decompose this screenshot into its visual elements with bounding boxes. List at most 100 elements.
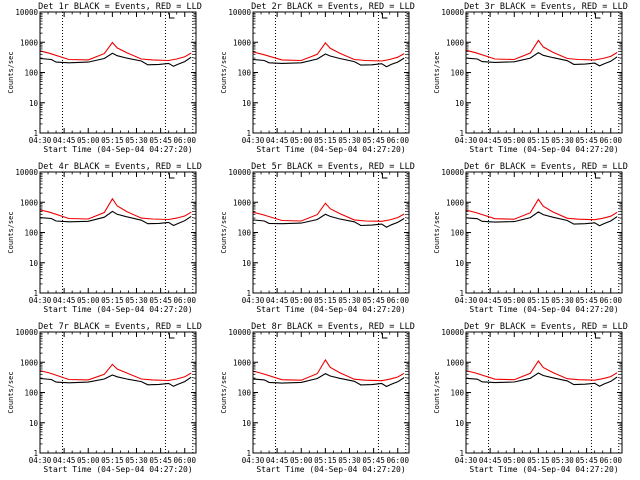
x-tick-label: 05:15	[527, 296, 550, 305]
x-tick-label: 04:30	[242, 136, 265, 145]
y-tick-label: 1000	[233, 358, 252, 367]
x-tick-label: 05:15	[314, 136, 337, 145]
y-tick-label: 10000	[228, 168, 251, 177]
x-tick-label: 04:45	[479, 136, 502, 145]
y-tick-label: 1	[246, 129, 251, 138]
x-tick-label: 05:45	[362, 456, 385, 465]
x-tick-label: 05:15	[314, 296, 337, 305]
x-tick-label: 06:00	[386, 456, 409, 465]
x-tick-label: 04:30	[242, 456, 265, 465]
panel-title: Det 9r BLACK = Events, RED = LLD	[464, 322, 628, 332]
events-series-line	[39, 52, 192, 67]
x-tick-label: 05:00	[503, 136, 526, 145]
y-tick-label: 10000	[441, 168, 464, 177]
x-tick-label: 06:00	[173, 136, 196, 145]
y-tick-label: 10000	[15, 8, 38, 17]
x-tick-label: 04:30	[242, 296, 265, 305]
x-tick-label: 05:45	[575, 456, 598, 465]
x-tick-label: 05:30	[338, 296, 361, 305]
events-series-line	[465, 52, 618, 67]
x-tick-label: 05:00	[503, 456, 526, 465]
y-tick-label: 1	[459, 289, 464, 298]
y-axis-label: Counts/sec	[220, 371, 228, 413]
y-tick-label: 100	[24, 389, 38, 398]
x-tick-label: 05:15	[101, 296, 124, 305]
y-tick-label: 10000	[441, 8, 464, 17]
bracket-marker	[381, 13, 388, 19]
x-axis-label: Start Time (04-Sep-04 04:27:20)	[469, 145, 618, 154]
x-tick-label: 05:00	[290, 456, 313, 465]
x-tick-label: 05:45	[149, 296, 172, 305]
x-axis-label: Start Time (04-Sep-04 04:27:20)	[43, 305, 192, 314]
detector-panel: Det 9r BLACK = Events, RED = LLD 1 10 100 10…	[433, 322, 628, 474]
lld-series-line	[252, 42, 405, 62]
lld-series-line	[39, 41, 192, 62]
y-tick-label: 100	[450, 69, 464, 78]
y-tick-label: 1000	[446, 358, 465, 367]
y-tick-label: 10	[455, 99, 465, 108]
x-tick-label: 05:00	[77, 136, 100, 145]
plot-frame	[465, 331, 623, 454]
x-tick-label: 04:45	[266, 456, 289, 465]
x-tick-label: 05:30	[125, 136, 148, 145]
x-tick-label: 06:00	[599, 296, 622, 305]
y-axis-label: Counts/sec	[7, 211, 15, 253]
x-axis-label: Start Time (04-Sep-04 04:27:20)	[43, 465, 192, 474]
plot-frame	[465, 171, 623, 294]
lld-series-line	[39, 363, 192, 382]
x-tick-label: 04:30	[29, 136, 52, 145]
detector-panel: Det 6r BLACK = Events, RED = LLD 1 10 100 10…	[433, 162, 628, 314]
y-tick-label: 1	[33, 449, 38, 458]
y-tick-label: 1000	[20, 198, 39, 207]
y-tick-label: 1	[246, 289, 251, 298]
y-axis-label: Counts/sec	[7, 371, 15, 413]
x-tick-label: 05:45	[149, 136, 172, 145]
events-series-line	[465, 211, 618, 227]
x-tick-label: 05:00	[503, 296, 526, 305]
detector-panel: Det 7r BLACK = Events, RED = LLD 1 10 100 10…	[7, 322, 202, 474]
bracket-marker	[168, 173, 175, 179]
x-tick-label: 05:30	[338, 136, 361, 145]
x-tick-label: 05:45	[575, 296, 598, 305]
panel-title: Det 4r BLACK = Events, RED = LLD	[38, 162, 202, 172]
x-axis-label: Start Time (04-Sep-04 04:27:20)	[256, 465, 405, 474]
x-axis-label: Start Time (04-Sep-04 04:27:20)	[43, 145, 192, 154]
lld-series-line	[39, 197, 192, 221]
plot-frame	[252, 11, 410, 134]
detector-panel: Det 5r BLACK = Events, RED = LLD 1 10 100 10…	[220, 162, 415, 314]
y-tick-label: 1000	[20, 38, 39, 47]
detector-panel: Det 8r BLACK = Events, RED = LLD 1 10 100 10…	[220, 322, 415, 474]
y-tick-label: 100	[237, 389, 251, 398]
panel-title: Det 3r BLACK = Events, RED = LLD	[464, 2, 628, 12]
x-tick-label: 05:30	[551, 296, 574, 305]
lld-series-line	[252, 202, 405, 222]
events-series-line	[465, 372, 618, 387]
y-tick-label: 1	[246, 449, 251, 458]
y-tick-label: 1	[459, 449, 464, 458]
x-tick-label: 05:15	[101, 136, 124, 145]
panel-title: Det 1r BLACK = Events, RED = LLD	[38, 2, 202, 12]
plot-frame	[252, 171, 410, 294]
x-tick-label: 06:00	[386, 136, 409, 145]
x-tick-label: 04:30	[455, 136, 478, 145]
y-tick-label: 1000	[446, 198, 465, 207]
detector-panel: Det 1r BLACK = Events, RED = LLD 1 10 100 10…	[7, 2, 202, 154]
bracket-marker	[594, 333, 601, 339]
y-tick-label: 1000	[233, 38, 252, 47]
bracket-marker	[594, 13, 601, 19]
plot-frame	[39, 171, 197, 294]
y-axis-label: Counts/sec	[433, 211, 441, 253]
x-tick-label: 04:30	[29, 296, 52, 305]
events-series-line	[252, 53, 405, 68]
y-axis-label: Counts/sec	[433, 371, 441, 413]
x-tick-label: 05:00	[77, 456, 100, 465]
bracket-marker	[594, 173, 601, 179]
lld-series-line	[465, 198, 618, 221]
x-tick-label: 05:45	[362, 296, 385, 305]
y-tick-label: 10	[455, 419, 465, 428]
y-tick-label: 10000	[15, 168, 38, 177]
x-tick-label: 04:45	[53, 136, 76, 145]
x-tick-label: 05:30	[338, 456, 361, 465]
panel-title: Det 6r BLACK = Events, RED = LLD	[464, 162, 628, 172]
detector-panel: Det 4r BLACK = Events, RED = LLD 1 10 100 10…	[7, 162, 202, 314]
